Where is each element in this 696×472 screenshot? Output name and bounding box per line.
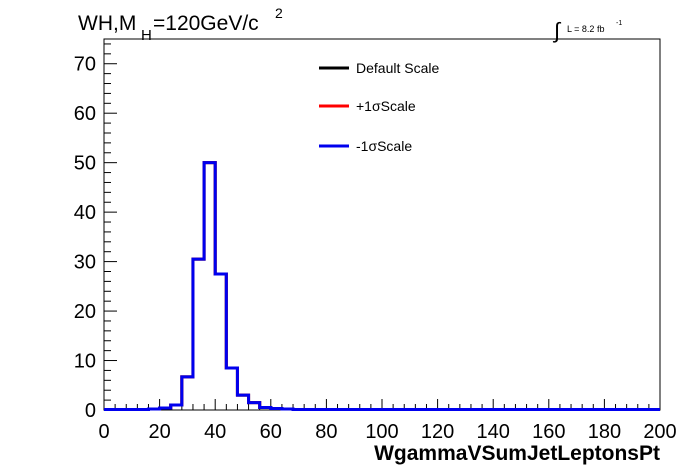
x-axis: 0 20 40 60 80 100 120 140 160 180 200 xyxy=(98,399,677,443)
y-tick-label: 50 xyxy=(74,153,96,175)
luminosity-label: ∫ L = 8.2 fb -1 xyxy=(552,18,622,43)
title-subscript: H xyxy=(141,27,152,44)
series-layer xyxy=(104,161,660,412)
chart-title: WH,M H =120GeV/c 2 xyxy=(78,5,283,44)
x-tick-label: 200 xyxy=(643,421,676,443)
y-tick-label: 10 xyxy=(74,351,96,373)
y-tick-label: 60 xyxy=(74,103,96,125)
luminosity-text: L = 8.2 fb xyxy=(567,24,604,34)
x-tick-label: 160 xyxy=(532,421,565,443)
x-tick-label: 140 xyxy=(477,421,510,443)
y-tick-label: 30 xyxy=(74,252,96,274)
x-tick-label: 100 xyxy=(365,421,398,443)
y-tick-label: 20 xyxy=(74,301,96,323)
legend-label: Default Scale xyxy=(356,60,439,76)
title-superscript: 2 xyxy=(275,5,283,21)
x-axis-title: WgammaVSumJetLeptonsPt xyxy=(374,442,660,465)
x-tick-label: 20 xyxy=(148,421,170,443)
y-axis: 0 10 20 30 40 50 60 70 xyxy=(74,43,117,422)
x-tick-label: 60 xyxy=(260,421,282,443)
luminosity-superscript: -1 xyxy=(616,20,622,27)
x-tick-label: 80 xyxy=(315,421,337,443)
x-tick-label: 180 xyxy=(588,421,621,443)
x-tick-label: 120 xyxy=(421,421,454,443)
legend-label: -1σScale xyxy=(356,138,412,154)
y-tick-label: 70 xyxy=(74,54,96,76)
integral-icon: ∫ xyxy=(552,18,562,43)
legend: Default Scale +1σScale -1σScale xyxy=(319,60,439,154)
x-tick-label: 40 xyxy=(204,421,226,443)
legend-label: +1σScale xyxy=(356,98,416,114)
title-rest: =120GeV/c xyxy=(153,12,259,35)
title-main: WH,M xyxy=(78,12,136,35)
series-line-2 xyxy=(104,161,660,412)
x-tick-label: 0 xyxy=(98,421,109,443)
y-tick-label: 40 xyxy=(74,202,96,224)
y-tick-label: 0 xyxy=(85,400,96,422)
